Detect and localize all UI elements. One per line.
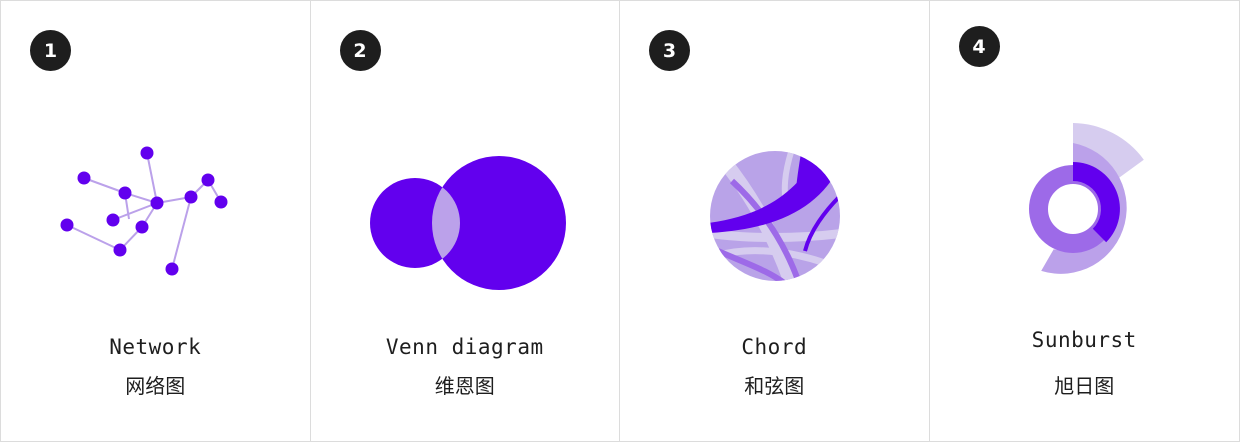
network-node: [214, 195, 228, 209]
network-node: [118, 186, 132, 200]
card-title-en: Chord: [741, 335, 808, 359]
network-node: [150, 196, 164, 210]
card-title-en: Network: [109, 335, 202, 359]
network-diagram-icon: [60, 146, 228, 276]
card-title-zh: 旭日图: [1054, 374, 1115, 398]
sunburst-segment: [1072, 162, 1120, 243]
card-title-zh: 维恩图: [434, 374, 495, 398]
chord-diagram-icon: [710, 151, 840, 281]
venn-diagram-icon: [369, 156, 566, 290]
card-title-en: Sunburst: [1031, 328, 1137, 352]
network-node: [60, 218, 74, 232]
venn-set-b: [431, 156, 566, 290]
network-node: [201, 173, 215, 187]
network-node: [113, 243, 127, 257]
network-node: [77, 171, 91, 185]
number-badge: 4: [958, 26, 1000, 67]
card-chord: 3 Chord 和弦图: [620, 1, 930, 441]
number-badge: 1: [30, 30, 71, 71]
number-badge: 2: [339, 30, 381, 71]
network-node: [184, 190, 198, 204]
sunburst-diagram-icon: [1028, 123, 1144, 274]
network-node: [106, 213, 120, 227]
sunburst-segment: [1072, 123, 1144, 180]
card-venn: 2 Venn diagram 维恩图: [311, 1, 620, 441]
number-badge: 3: [649, 30, 690, 71]
card-title-zh: 网络图: [125, 374, 186, 398]
network-node: [140, 146, 154, 160]
card-sunburst: 4 Sunburst 旭日图: [930, 1, 1240, 441]
network-node: [135, 220, 149, 234]
card-title-zh: 和弦图: [744, 374, 805, 398]
network-node: [165, 262, 179, 276]
card-title-en: Venn diagram: [385, 335, 544, 359]
card-network: 1: [1, 1, 311, 441]
